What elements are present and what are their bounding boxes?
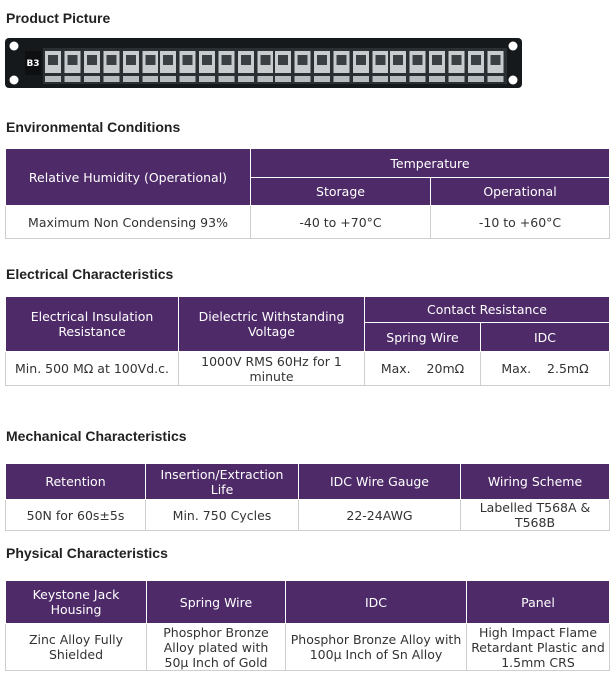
header-idc: IDC (285, 580, 467, 624)
mount-hole (9, 41, 19, 51)
section-title-mechanical: Mechanical Characteristics (6, 428, 187, 444)
mount-hole (508, 75, 518, 85)
cell-idc-resistance: Max. 2.5mΩ (480, 351, 610, 386)
cell-dielectric: 1000V RMS 60Hz for 1 minute (178, 351, 365, 386)
header-relative-humidity: Relative Humidity (Operational) (5, 148, 251, 206)
cell-idc-material: Phosphor Bronze Alloy with 100µ Inch of … (285, 623, 467, 671)
header-spring-wire: Spring Wire (364, 322, 481, 352)
header-retention: Retention (5, 463, 146, 500)
cell-insertion-life: Min. 750 Cycles (145, 499, 299, 531)
cell-wire-gauge: 22-24AWG (298, 499, 461, 531)
header-insertion-life: Insertion/Extraction Life (145, 463, 299, 500)
physical-table: Keystone Jack Housing Spring Wire IDC Pa… (5, 580, 610, 671)
header-panel: Panel (466, 580, 610, 624)
electrical-table: Electrical Insulation Resistance Dielect… (5, 296, 610, 386)
cell-storage-temp: -40 to +70°C (250, 205, 431, 239)
header-temperature: Temperature (250, 148, 610, 178)
cell-spring-material: Phosphor Bronze Alloy plated with 50µ In… (146, 623, 286, 671)
header-contact-resistance: Contact Resistance (364, 296, 610, 323)
header-operational: Operational (430, 177, 610, 206)
mount-hole (9, 75, 19, 85)
header-idc: IDC (480, 322, 610, 352)
patch-panel-image: B3 (5, 38, 522, 88)
cell-panel-material: High Impact Flame Retardant Plastic and … (466, 623, 610, 671)
section-title-product-picture: Product Picture (6, 10, 111, 26)
section-title-environmental: Environmental Conditions (6, 119, 181, 135)
cell-operational-temp: -10 to +60°C (430, 205, 610, 239)
cell-humidity: Maximum Non Condensing 93% (5, 205, 251, 239)
cell-spring-resistance: Max. 20mΩ (364, 351, 481, 386)
header-jack-housing: Keystone Jack Housing (5, 580, 147, 624)
environmental-table: Relative Humidity (Operational) Temperat… (5, 148, 610, 239)
header-insulation-resistance: Electrical Insulation Resistance (5, 296, 179, 352)
section-title-physical: Physical Characteristics (6, 545, 168, 561)
cell-wiring-scheme: Labelled T568A & T568B (460, 499, 610, 531)
section-title-electrical: Electrical Characteristics (6, 266, 174, 282)
cell-retention: 50N for 60s±5s (5, 499, 146, 531)
header-storage: Storage (250, 177, 431, 206)
port-array (43, 48, 507, 84)
panel-logo: B3 (26, 59, 39, 69)
header-wiring-scheme: Wiring Scheme (460, 463, 610, 500)
cell-housing-material: Zinc Alloy Fully Shielded (5, 623, 147, 671)
header-spring-wire: Spring Wire (146, 580, 286, 624)
header-dielectric-voltage: Dielectric Withstanding Voltage (178, 296, 365, 352)
header-wire-gauge: IDC Wire Gauge (298, 463, 461, 500)
mount-hole (508, 41, 518, 51)
mechanical-table: Retention Insertion/Extraction Life IDC … (5, 463, 610, 531)
cell-insulation: Min. 500 MΩ at 100Vd.c. (5, 351, 179, 386)
